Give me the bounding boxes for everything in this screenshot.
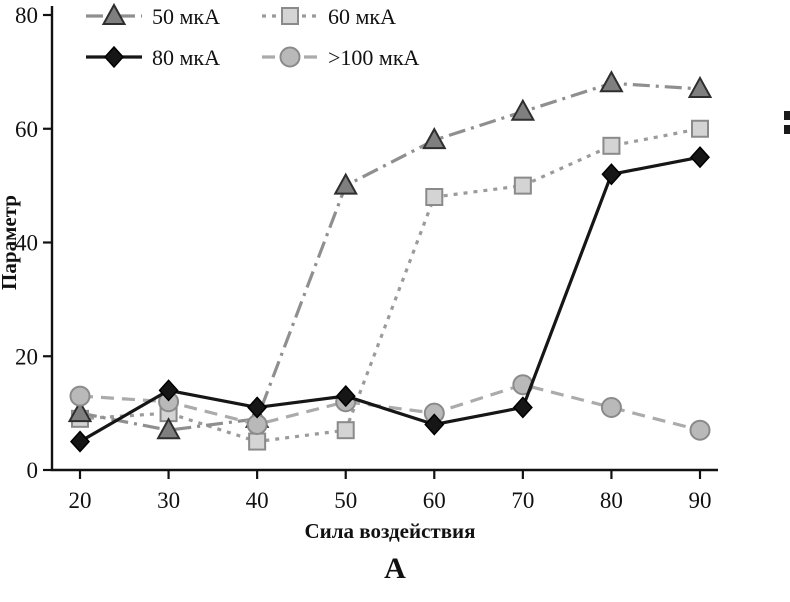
square-marker <box>602 136 621 155</box>
diamond-marker <box>424 413 445 436</box>
line-chart: 0 20 40 60 80 20 30 40 50 60 70 80 90 Сила воздействи… <box>0 2 718 543</box>
diamond-marker <box>512 396 533 419</box>
triangle-marker <box>510 98 536 121</box>
x-tick-label: 60 <box>423 488 446 513</box>
series-diamond <box>69 146 711 453</box>
y-tick-label: 0 <box>27 458 39 483</box>
triangle-marker <box>156 417 181 440</box>
y-tick-label: 80 <box>15 3 38 28</box>
x-tick-label: 90 <box>689 488 712 513</box>
legend-item-square: 60 мкА <box>262 4 396 29</box>
y-tick-label: 60 <box>15 117 38 142</box>
legend-label: 80 мкА <box>152 45 220 70</box>
x-tick-label: 30 <box>157 488 180 513</box>
legend-item-diamond: 80 мкА <box>86 45 220 70</box>
y-tick-label: 40 <box>15 231 38 256</box>
square-marker <box>248 432 267 451</box>
diamond-marker <box>689 146 711 169</box>
x-tick-label: 20 <box>69 488 92 513</box>
circle-marker <box>689 419 711 441</box>
series-line <box>79 155 701 443</box>
square-marker <box>425 188 444 206</box>
legend-item-triangle: 50 мкА <box>86 2 220 29</box>
y-tick-label: 20 <box>15 344 38 369</box>
diamond-marker <box>69 430 91 453</box>
x-tick-label: 80 <box>600 488 623 513</box>
cropped-edge-glyph-part <box>784 125 790 134</box>
series-line <box>79 383 701 432</box>
diamond-marker <box>103 45 125 69</box>
triangle-marker <box>333 172 358 195</box>
legend-label: 60 мкА <box>328 4 396 29</box>
diamond-marker <box>247 396 268 419</box>
series-line <box>79 81 701 432</box>
triangle-marker <box>687 75 713 98</box>
cropped-edge-glyph <box>784 111 790 136</box>
circle-marker <box>600 396 622 418</box>
circle-marker <box>279 46 301 68</box>
legend-label: 50 мкА <box>152 4 220 29</box>
diamond-marker <box>601 163 622 186</box>
triangle-marker <box>599 70 624 93</box>
triangle-marker <box>67 400 93 423</box>
y-axis-label: Параметр <box>0 195 21 290</box>
legend-label: >100 мкА <box>328 45 420 70</box>
x-tick-label: 70 <box>511 488 534 513</box>
diamond-marker <box>335 384 356 408</box>
x-tick-label: 40 <box>246 488 269 513</box>
series-circle <box>69 374 711 441</box>
square-marker <box>281 7 299 25</box>
x-axis-label: Сила воздействия <box>304 519 475 543</box>
triangle-marker <box>422 127 447 150</box>
diamond-marker <box>158 379 179 402</box>
square-marker <box>513 176 532 195</box>
triangle-marker <box>101 2 127 25</box>
figure-caption: А <box>384 552 406 585</box>
series-line <box>79 127 701 444</box>
x-tick-label: 50 <box>334 488 357 513</box>
square-marker <box>336 421 355 440</box>
circle-marker <box>69 385 91 407</box>
legend-item-circle: >100 мкА <box>262 45 420 70</box>
cropped-edge-glyph-part <box>784 111 790 120</box>
square-marker <box>691 119 709 138</box>
